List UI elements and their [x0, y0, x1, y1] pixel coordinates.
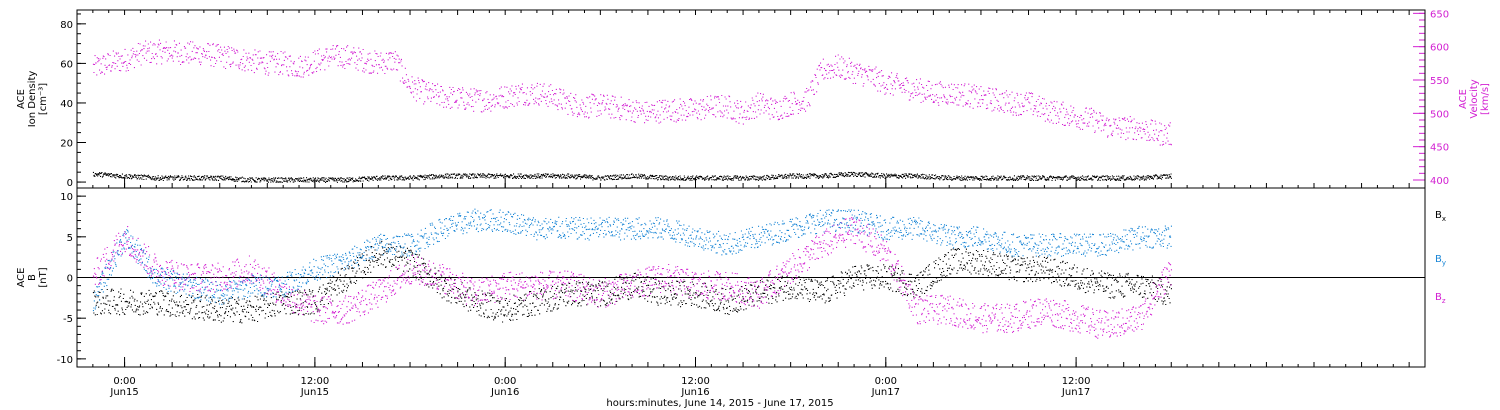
velocity-tick-label: 450: [1430, 143, 1449, 154]
velocity-tick-label: 500: [1430, 109, 1449, 120]
bz-series: [92, 216, 1172, 339]
density-ylabel: ACE: [16, 89, 27, 109]
density-tick-label: 0: [67, 178, 73, 189]
top-panel-frame: [76, 9, 1426, 189]
velocity-ylabel: Velocity: [1469, 79, 1480, 118]
velocity-series: [92, 39, 1172, 146]
density-series: [92, 171, 1172, 183]
x-tick-time: 0:00: [875, 376, 897, 387]
velocity-ylabel: ACE: [1458, 89, 1469, 109]
x-tick-time: 0:00: [494, 376, 516, 387]
legend-bx: Bx: [1435, 210, 1446, 223]
density-ylabel: [cm⁻³]: [38, 83, 49, 115]
bfield-tick-label: 5: [67, 233, 73, 244]
bfield-ylabel: B: [27, 274, 38, 281]
magnetic-field-panel: -10 -5 0 5 10 ACE B [nT] Bx By Bz: [16, 187, 1446, 368]
density-tick-label: 80: [60, 20, 73, 31]
x-tick-time: 0:00: [113, 376, 135, 387]
velocity-ylabel: [km/s]: [1480, 83, 1491, 115]
legend-bz: Bz: [1435, 292, 1446, 305]
x-tick-time: 12:00: [300, 376, 329, 387]
density-ylabel: Ion Density: [27, 71, 38, 128]
x-tick-date: Jun15: [300, 387, 329, 398]
velocity-tick-label: 400: [1430, 176, 1449, 187]
x-tick-time: 12:00: [1062, 376, 1091, 387]
density-tick-label: 20: [60, 139, 73, 150]
legend-by: By: [1435, 254, 1446, 267]
bx-series: [92, 240, 1172, 324]
velocity-tick-label: 600: [1430, 43, 1449, 54]
bfield-tick-label: -10: [57, 355, 73, 366]
x-tick-time: 12:00: [681, 376, 710, 387]
x-tick-date: Jun15: [109, 387, 138, 398]
x-tick-date: Jun17: [871, 387, 900, 398]
velocity-tick-label: 650: [1430, 9, 1449, 20]
density-tick-label: 60: [60, 59, 73, 70]
density-tick-label: 40: [60, 99, 73, 110]
x-tick-date: Jun16: [680, 387, 709, 398]
x-axis-title: hours:minutes, June 14, 2015 - June 17, …: [606, 398, 833, 409]
bottom-panel-frame: [76, 187, 1426, 368]
bfield-tick-label: -5: [63, 314, 73, 325]
bfield-tick-label: 10: [60, 192, 73, 203]
x-tick-date: Jun17: [1061, 387, 1090, 398]
velocity-tick-label: 550: [1430, 76, 1449, 87]
bfield-ylabel: ACE: [16, 268, 27, 288]
x-tick-date: Jun16: [490, 387, 519, 398]
bfield-tick-label: 0: [67, 274, 73, 285]
by-series: [92, 208, 1172, 312]
bfield-ylabel: [nT]: [38, 267, 49, 287]
time-axis: 0:00Jun1512:00Jun150:00Jun1612:00Jun160:…: [76, 10, 1426, 398]
